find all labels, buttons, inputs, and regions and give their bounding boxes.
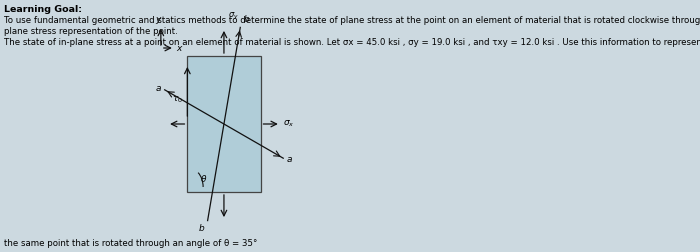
Text: x: x bbox=[176, 45, 182, 53]
Text: $\tau_0$: $\tau_0$ bbox=[172, 95, 183, 105]
Text: a: a bbox=[156, 84, 162, 93]
Text: To use fundamental geometric and statics methods to determine the state of plane: To use fundamental geometric and statics… bbox=[4, 16, 700, 25]
Text: y: y bbox=[155, 15, 161, 24]
Text: $\sigma_x$: $\sigma_x$ bbox=[284, 119, 295, 129]
Text: a: a bbox=[286, 155, 292, 164]
Text: b: b bbox=[244, 15, 250, 24]
Text: $\theta$: $\theta$ bbox=[200, 173, 207, 183]
Text: Learning Goal:: Learning Goal: bbox=[4, 5, 83, 14]
Text: The state of in-plane stress at a point on an element of material is shown. Let : The state of in-plane stress at a point … bbox=[4, 38, 700, 47]
Text: $\sigma_y$: $\sigma_y$ bbox=[228, 11, 239, 22]
Text: b: b bbox=[199, 224, 204, 233]
Bar bbox=[188, 56, 260, 192]
Text: the same point that is rotated through an angle of θ = 35°: the same point that is rotated through a… bbox=[4, 239, 258, 248]
Text: plane stress representation of the point.: plane stress representation of the point… bbox=[4, 27, 178, 36]
